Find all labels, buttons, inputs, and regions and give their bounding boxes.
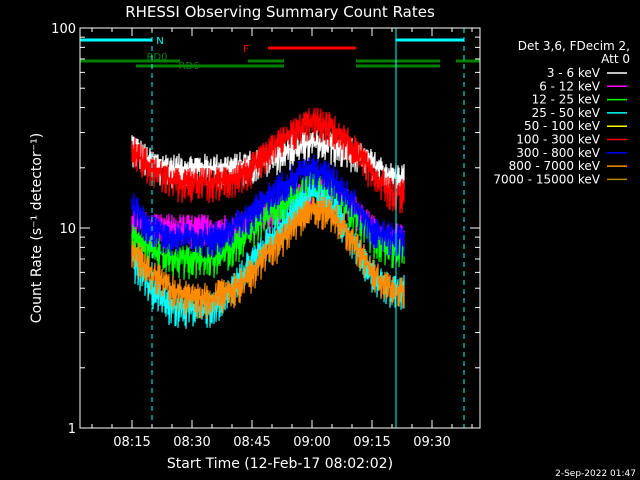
series-line bbox=[131, 154, 405, 259]
x-tick-label: 09:30 bbox=[413, 435, 450, 450]
legend-header: Det 3,6, FDecim 2, bbox=[518, 39, 630, 53]
flag-label-F: F bbox=[243, 44, 249, 55]
data-marks bbox=[131, 107, 405, 329]
legend-entry: 25 - 50 keV bbox=[532, 106, 601, 120]
series-25-50keV bbox=[131, 181, 405, 329]
flag-label-N: N bbox=[156, 36, 163, 47]
series-line bbox=[131, 194, 405, 319]
x-tick-label: 09:00 bbox=[293, 435, 330, 450]
y-tick-label: 10 bbox=[59, 222, 76, 237]
x-axis-label: Start Time (12-Feb-17 08:02:02) bbox=[167, 456, 393, 472]
chart-title: RHESSI Observing Summary Count Rates bbox=[125, 3, 435, 21]
y-tick-label: 100 bbox=[51, 22, 76, 37]
axes: 08:15 08:30 08:45 09:00 09:15 09:30 1 10 100 bbox=[51, 22, 480, 450]
series-line bbox=[131, 181, 405, 329]
legend-entry: 3 - 6 keV bbox=[547, 66, 601, 80]
series-line bbox=[131, 107, 405, 214]
y-tick-label: 1 bbox=[68, 422, 76, 437]
legend-header: Att 0 bbox=[601, 52, 630, 66]
legend-entry: 6 - 12 keV bbox=[539, 79, 601, 93]
series-300-800keV bbox=[131, 154, 405, 259]
legend-entry: 800 - 7000 keV bbox=[509, 159, 601, 173]
flag-label-RD6: RD6 bbox=[178, 61, 199, 72]
legend-entry: 12 - 25 keV bbox=[532, 93, 601, 107]
generation-timestamp: 2-Sep-2022 01:47 bbox=[555, 469, 636, 479]
x-tick-label: 08:30 bbox=[173, 435, 210, 450]
legend-entry: 100 - 300 keV bbox=[516, 133, 600, 147]
x-tick-label: 08:45 bbox=[233, 435, 270, 450]
y-axis-label: Count Rate (s⁻¹ detector⁻¹) bbox=[29, 133, 45, 323]
legend-entry: 300 - 800 keV bbox=[516, 146, 600, 160]
flag-label-RD0: RD0 bbox=[146, 52, 167, 63]
legend-entry: 7000 - 15000 keV bbox=[493, 172, 600, 186]
flag-bars: N F RD0 RD6 bbox=[80, 36, 480, 72]
x-tick-label: 08:15 bbox=[113, 435, 150, 450]
series-100-300keV bbox=[131, 107, 405, 214]
series-800-7000keV bbox=[131, 194, 405, 319]
legend-entry: 50 - 100 keV bbox=[524, 119, 601, 133]
x-tick-label: 09:15 bbox=[353, 435, 390, 450]
